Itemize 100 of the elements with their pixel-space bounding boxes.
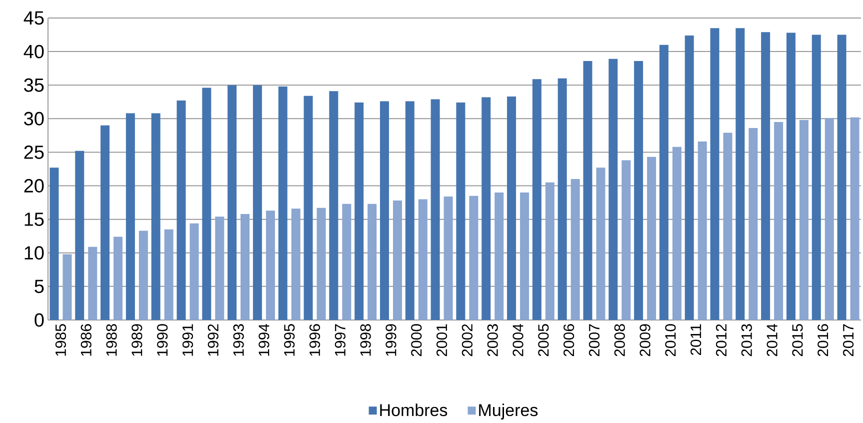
bar <box>380 101 389 320</box>
x-tick-label: 2014 <box>766 324 778 356</box>
x-tick-label: 1999 <box>386 324 396 356</box>
bar <box>50 168 59 320</box>
bar <box>558 78 567 320</box>
x-tick-label: 2006 <box>564 324 574 356</box>
bar <box>138 230 148 320</box>
x-tick-label: 2007 <box>588 324 600 356</box>
x-tick-label: 2005 <box>538 324 549 356</box>
x-tick-label: 2013 <box>741 324 752 356</box>
bar <box>824 118 834 320</box>
bar <box>278 86 288 320</box>
x-tick-label: 1995 <box>284 324 295 356</box>
bar <box>520 192 530 320</box>
y-tick-label: 0 <box>34 313 44 327</box>
bar <box>252 85 262 320</box>
bar <box>748 128 758 320</box>
bar <box>799 120 808 320</box>
x-tick-label: 1989 <box>132 324 142 356</box>
x-tick-label: 1991 <box>182 324 194 356</box>
bar <box>723 132 732 320</box>
x-tick-label: 1992 <box>208 324 218 356</box>
x-tick-label: 2016 <box>818 324 828 356</box>
bar <box>291 208 300 320</box>
y-tick-label: 35 <box>24 78 44 92</box>
bar <box>176 100 186 320</box>
x-tick-label: 1986 <box>80 324 92 356</box>
x-tick-label: 2012 <box>716 324 727 356</box>
y-tick-label: 45 <box>24 11 44 25</box>
y-tick-label: 25 <box>24 145 44 159</box>
y-tick-label: 5 <box>34 280 44 294</box>
x-tick-label: 2010 <box>665 324 676 356</box>
bar <box>368 204 377 320</box>
bar <box>202 88 212 320</box>
bar <box>266 210 275 320</box>
bar <box>456 102 466 320</box>
bar <box>62 254 72 320</box>
bar <box>430 99 440 320</box>
x-tick-label: 1996 <box>309 324 320 356</box>
bar <box>545 182 554 320</box>
y-tick-label: 10 <box>24 246 44 260</box>
x-tick-label: 1998 <box>360 324 371 356</box>
x-tick-label: 1990 <box>157 324 168 356</box>
x-tick-label: 2009 <box>640 324 650 356</box>
bar <box>164 229 174 320</box>
bar <box>608 58 618 320</box>
bar <box>659 44 668 320</box>
bar <box>596 168 606 320</box>
x-tick-label: 2004 <box>512 324 524 356</box>
bar <box>405 101 414 320</box>
bar <box>100 125 110 320</box>
bar <box>316 208 326 320</box>
bar <box>304 96 313 320</box>
bar <box>190 223 199 320</box>
bar <box>570 179 580 320</box>
y-tick-label: 15 <box>24 212 44 226</box>
bar <box>761 32 770 320</box>
x-tick-label: 2015 <box>792 324 803 356</box>
x-tick-label: 2003 <box>487 324 498 356</box>
bar <box>469 196 478 320</box>
bar <box>126 113 135 320</box>
bar <box>647 156 656 320</box>
x-tick-label: 2002 <box>462 324 473 356</box>
x-tick-label: 2017 <box>842 324 854 356</box>
bar <box>812 34 821 320</box>
bar <box>507 96 516 320</box>
bar <box>75 150 84 320</box>
bar <box>354 102 364 320</box>
bar <box>837 34 846 320</box>
bar <box>583 60 592 320</box>
bar <box>698 141 707 320</box>
bar <box>622 160 631 320</box>
bar <box>392 200 402 320</box>
x-tick-label: 1994 <box>258 324 270 356</box>
bar <box>684 35 694 320</box>
bar <box>88 246 98 320</box>
bar <box>215 216 224 320</box>
bar <box>494 192 504 320</box>
bar <box>786 32 796 320</box>
x-tick-label: 2008 <box>614 324 625 356</box>
bar <box>532 79 542 320</box>
legend-label: Mujeres <box>479 404 538 420</box>
y-tick-label: 30 <box>24 112 44 126</box>
bar <box>329 91 338 320</box>
bar <box>672 146 682 320</box>
x-tick-label: 1993 <box>233 324 244 356</box>
bar <box>634 60 644 320</box>
bar <box>850 117 860 320</box>
y-tick-label: 40 <box>24 44 44 58</box>
bar <box>240 214 250 320</box>
bar <box>774 122 784 320</box>
x-tick-label: 1985 <box>55 324 66 356</box>
bar <box>151 113 160 320</box>
x-tick-label: 2011 <box>690 324 702 356</box>
x-tick-label: 1988 <box>106 324 117 356</box>
y-tick-label: 20 <box>24 179 44 192</box>
bar <box>710 28 720 320</box>
bar <box>228 85 237 320</box>
bar <box>444 196 453 320</box>
bar <box>418 199 428 320</box>
